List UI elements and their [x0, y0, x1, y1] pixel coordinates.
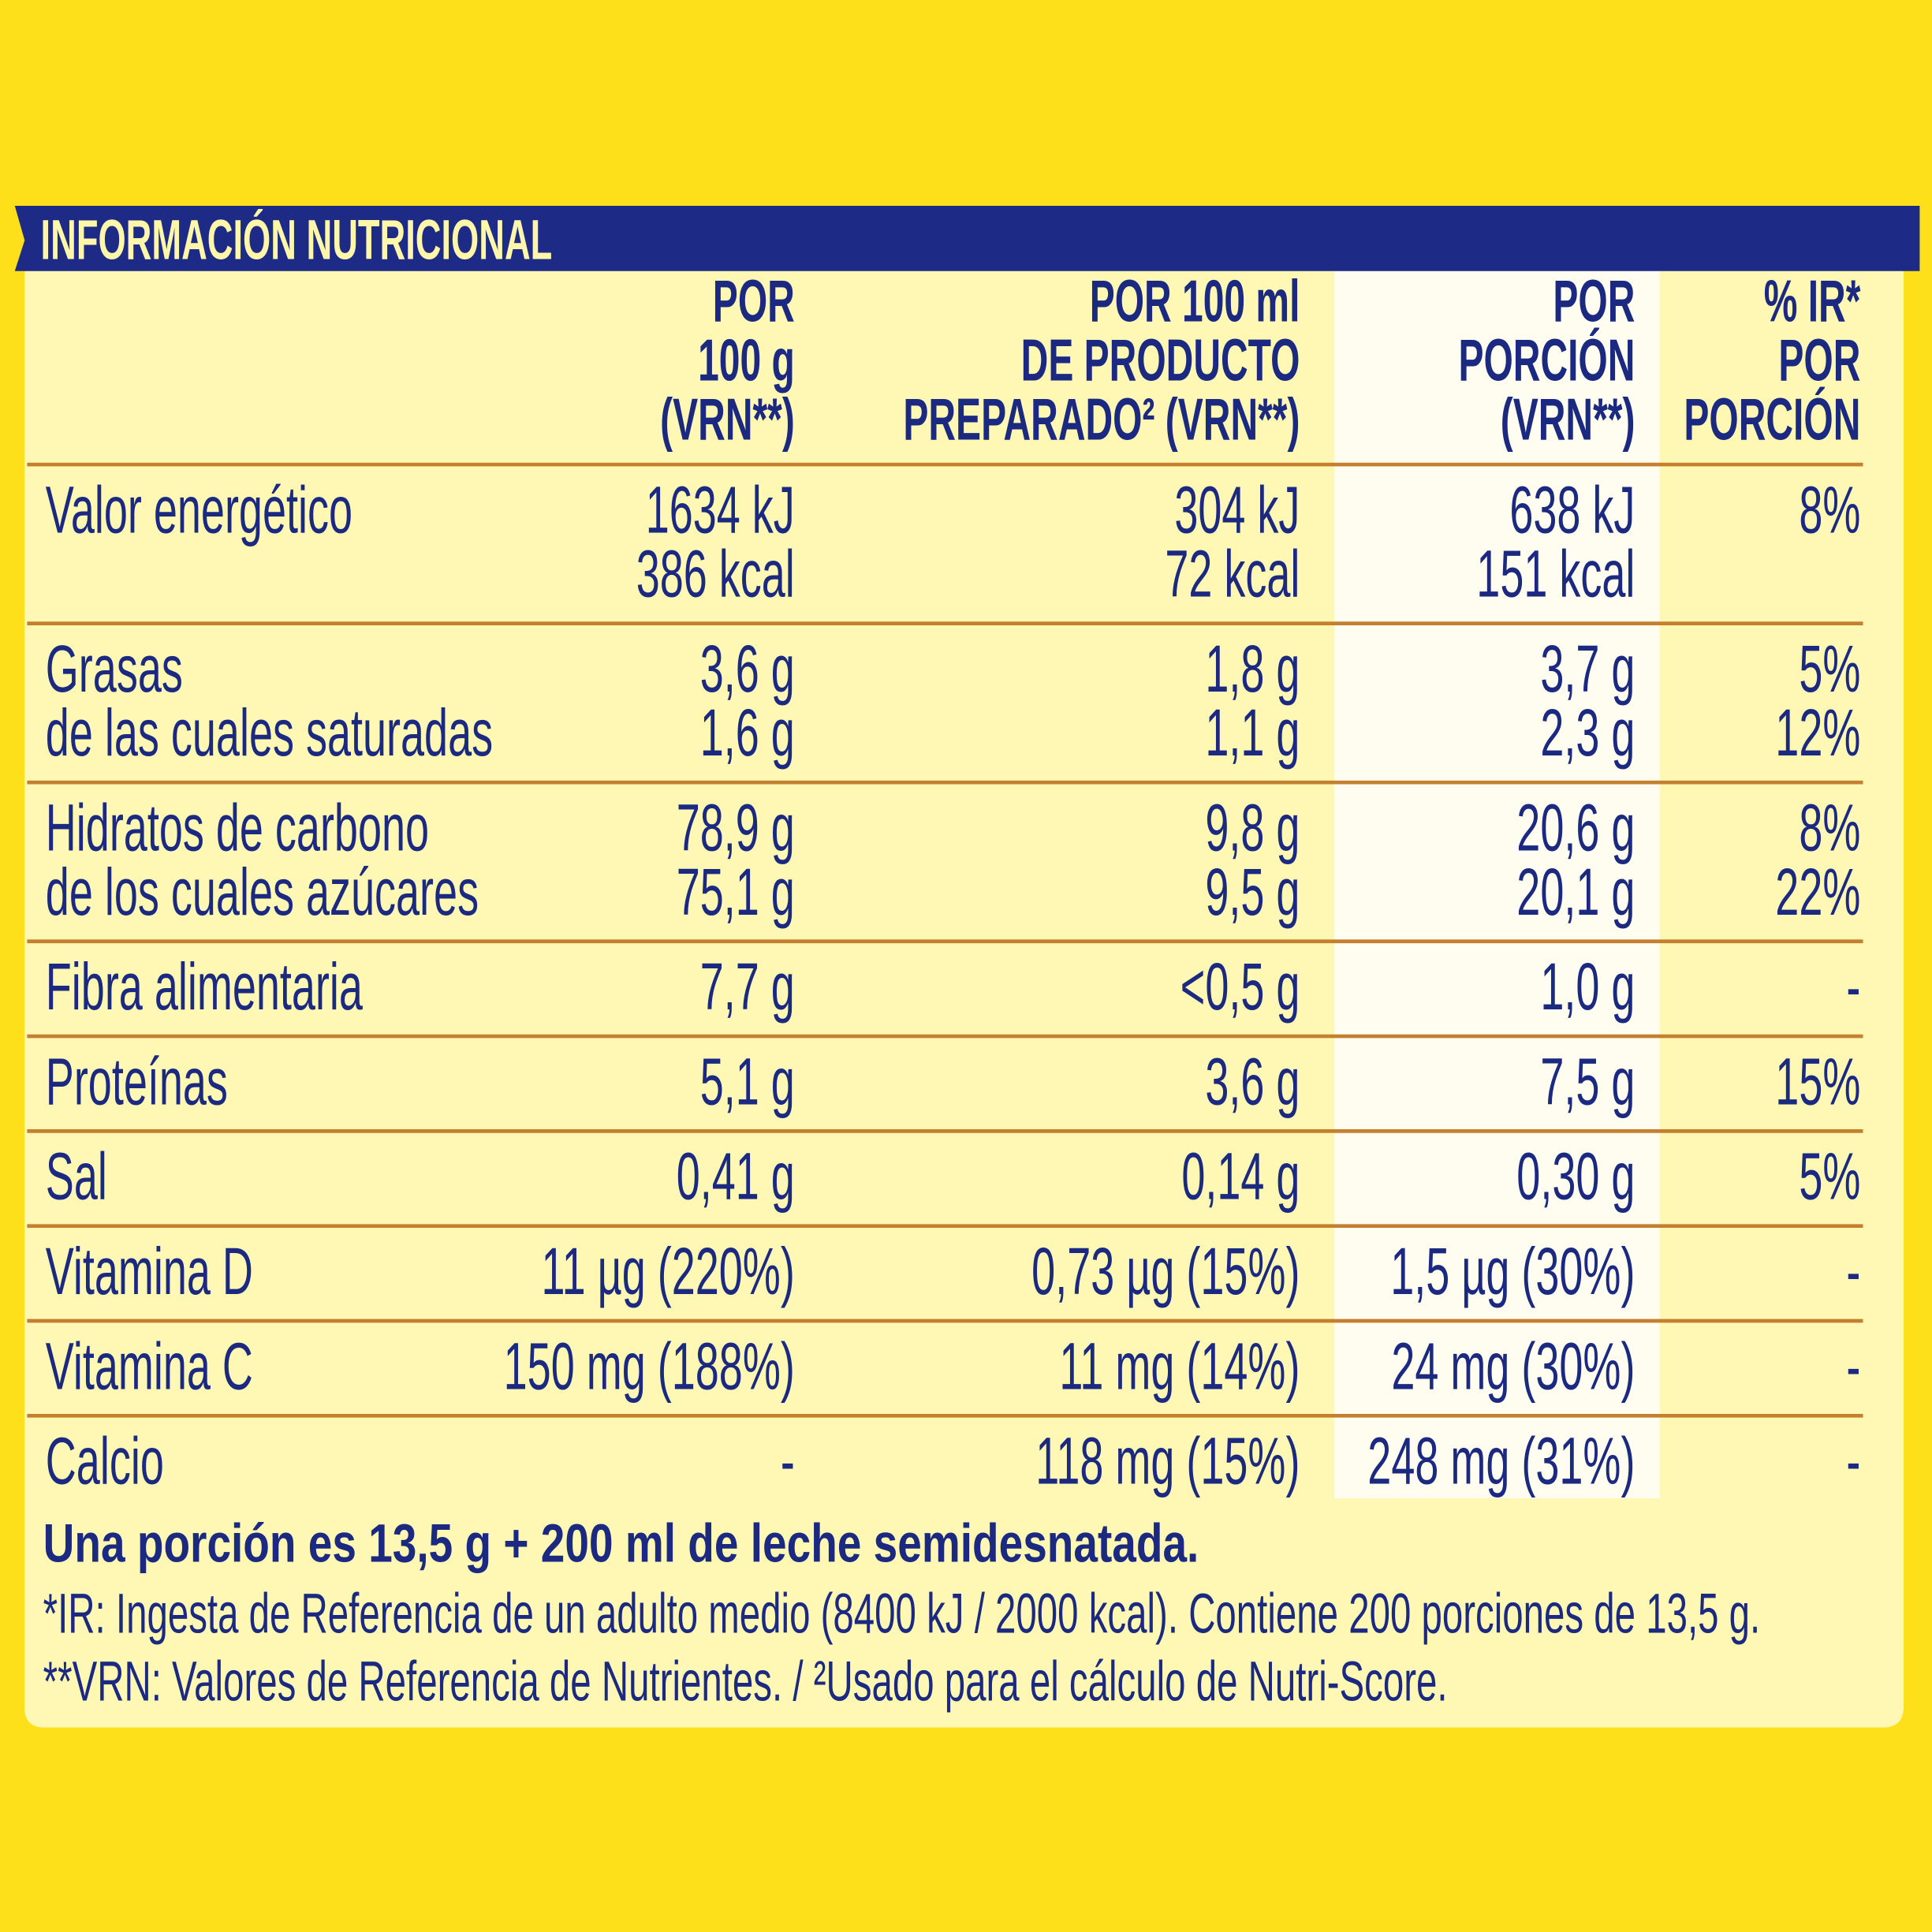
cell-value: 1,5 µg (30%)	[1390, 1235, 1635, 1309]
serving-note: Una porción es 13,5 g + 200 ml de leche …	[43, 1514, 1199, 1574]
cell-value: 20,1 g	[1516, 856, 1635, 930]
cell-value: 12%	[1775, 696, 1860, 770]
cell-value: 1,1 g	[1205, 696, 1300, 770]
cell-value: <0,5 g	[1180, 950, 1300, 1024]
cell-value: 1,0 g	[1540, 950, 1635, 1024]
cell-value: -	[1846, 950, 1860, 1024]
column-header: PORCIÓN	[1684, 387, 1860, 453]
cell-value: 22%	[1775, 856, 1860, 930]
column-header: POR	[713, 269, 795, 334]
cell-value: 0,30 g	[1516, 1140, 1635, 1214]
footnote: **VRN: Valores de Referencia de Nutrient…	[43, 1650, 1448, 1713]
column-header: PREPARADO² (VRN**)	[903, 387, 1300, 453]
cell-value: -	[781, 1425, 795, 1499]
row-label: Hidratos de carbono	[46, 791, 429, 865]
cell-value: 11 µg (220%)	[542, 1235, 795, 1309]
title-bar	[14, 205, 1920, 271]
footnote: *IR: Ingesta de Referencia de un adulto …	[43, 1582, 1761, 1645]
cell-value: 0,41 g	[677, 1140, 795, 1214]
cell-value: 75,1 g	[677, 856, 795, 930]
cell-value: 9,5 g	[1205, 856, 1300, 930]
cell-value: 5,1 g	[700, 1045, 795, 1119]
cell-value: 11 mg (14%)	[1059, 1330, 1300, 1404]
row-label: Proteínas	[46, 1045, 228, 1119]
row-label: Grasas	[46, 632, 183, 707]
cell-value: 15%	[1775, 1045, 1860, 1119]
cell-value: 3,6 g	[700, 632, 795, 707]
cell-value: 7,5 g	[1540, 1045, 1635, 1119]
cell-value: 638 kJ	[1509, 473, 1635, 547]
cell-value: 5%	[1799, 1140, 1860, 1214]
cell-value: 78,9 g	[677, 791, 795, 865]
cell-value: -	[1846, 1425, 1860, 1499]
cell-value: 1634 kJ	[646, 473, 795, 547]
cell-value: 8%	[1799, 473, 1860, 547]
cell-value: 8%	[1799, 791, 1860, 865]
title: INFORMACIÓN NUTRICIONAL	[41, 208, 553, 271]
row-label: Vitamina C	[46, 1330, 253, 1404]
row-label: de las cuales saturadas	[46, 696, 493, 770]
column-header: 100 g	[698, 328, 795, 393]
column-header: PORCIÓN	[1458, 328, 1635, 393]
column-header: % IR*	[1764, 269, 1861, 334]
cell-value: -	[1846, 1235, 1860, 1309]
highlight-column	[1334, 268, 1660, 1498]
cell-value: 150 mg (188%)	[504, 1330, 795, 1404]
row-label: de los cuales azúcares	[46, 856, 479, 930]
column-header: DE PRODUCTO	[1021, 328, 1300, 393]
row-label: Calcio	[46, 1425, 164, 1499]
cell-value: 386 kcal	[636, 538, 795, 612]
cell-value: 72 kcal	[1165, 538, 1300, 612]
cell-value: 24 mg (30%)	[1391, 1330, 1635, 1404]
cell-value: 118 mg (15%)	[1035, 1425, 1300, 1499]
column-header: POR 100 ml	[1090, 269, 1300, 334]
row-label: Fibra alimentaria	[46, 950, 364, 1024]
cell-value: 1,8 g	[1205, 632, 1300, 707]
cell-value: 0,73 µg (15%)	[1031, 1235, 1300, 1309]
cell-value: 20,6 g	[1516, 791, 1635, 865]
row-label: Sal	[46, 1140, 107, 1214]
cell-value: 151 kcal	[1476, 538, 1635, 612]
cell-value: 7,7 g	[700, 950, 795, 1024]
row-label: Vitamina D	[46, 1235, 253, 1309]
cell-value: 0,14 g	[1181, 1140, 1300, 1214]
column-header: POR	[1553, 269, 1635, 334]
row-label: Valor energético	[46, 473, 352, 547]
cell-value: 248 mg (31%)	[1367, 1425, 1635, 1499]
cell-value: 3,7 g	[1540, 632, 1635, 707]
cell-value: 9,8 g	[1205, 791, 1300, 865]
column-header: (VRN**)	[660, 387, 795, 453]
cell-value: 5%	[1799, 632, 1860, 707]
cell-value: -	[1846, 1330, 1860, 1404]
column-header: (VRN**)	[1501, 387, 1635, 453]
cell-value: 1,6 g	[700, 696, 795, 770]
cell-value: 3,6 g	[1205, 1045, 1300, 1119]
cell-value: 2,3 g	[1540, 696, 1635, 770]
cell-value: 304 kJ	[1174, 473, 1300, 547]
column-header: POR	[1778, 328, 1860, 393]
